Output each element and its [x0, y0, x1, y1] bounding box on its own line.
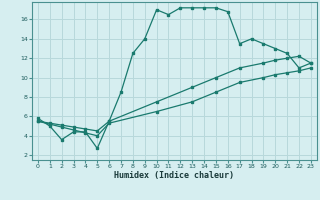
X-axis label: Humidex (Indice chaleur): Humidex (Indice chaleur): [115, 171, 234, 180]
